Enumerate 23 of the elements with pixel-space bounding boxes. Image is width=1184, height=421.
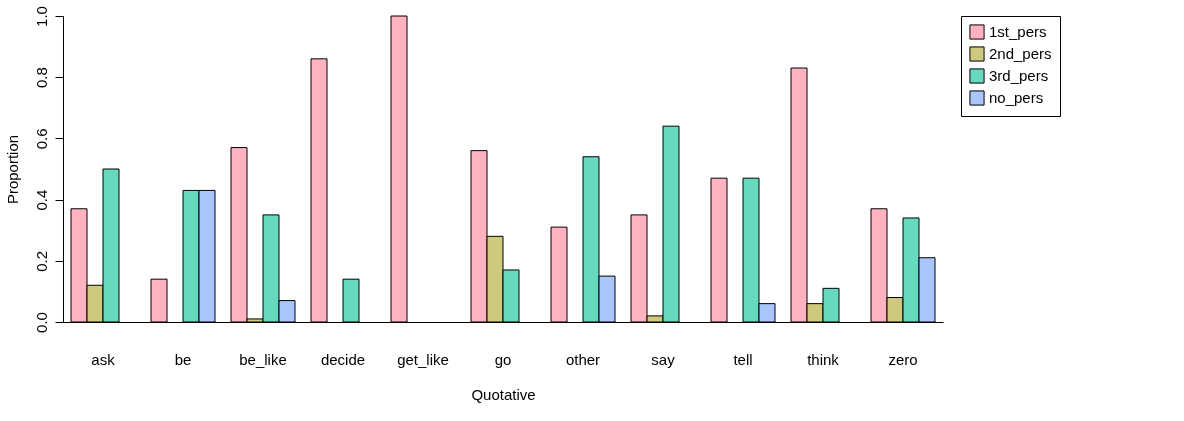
y-tick-label: 0.6 [32,128,50,150]
y-tick-label: 0.4 [32,189,50,211]
legend-label: 2nd_pers [989,45,1052,62]
y-tick-label: 0.8 [32,67,50,89]
x-tick-label: be [174,350,192,368]
legend-label: 1st_pers [989,23,1047,40]
legend-label: no_pers [989,89,1044,106]
x-tick-label: be_like [239,350,287,368]
x-tick-label: get_like [397,350,449,368]
x-tick-label: decide [320,350,366,368]
y-axis-title: Proportion [3,134,21,205]
legend-label: 3rd_pers [989,67,1049,84]
y-tick-label: 0.2 [32,250,50,272]
y-tick-label: 0.0 [32,312,50,333]
x-tick-label: zero [888,350,918,368]
x-tick-label: ask [91,350,116,368]
x-tick-label: other [565,350,601,368]
x-axis-title: Quotative [471,385,536,403]
x-tick-label: say [651,350,676,368]
x-tick-label: tell [733,350,753,368]
x-tick-label: think [807,350,840,368]
x-tick-label: go [494,350,512,368]
y-tick-label: 1.0 [32,6,50,27]
